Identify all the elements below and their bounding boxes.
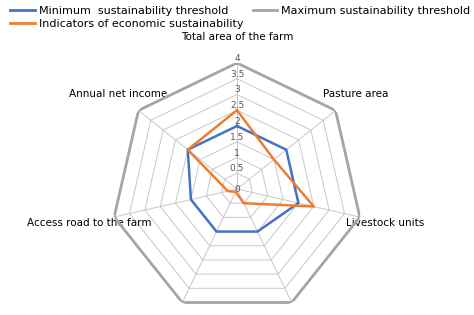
Text: 2.5: 2.5 — [230, 101, 244, 110]
Text: 0.5: 0.5 — [230, 164, 244, 173]
Text: 3.5: 3.5 — [230, 70, 244, 79]
Text: 1: 1 — [234, 148, 240, 158]
Text: 0: 0 — [234, 185, 240, 193]
Text: 2: 2 — [234, 117, 240, 126]
Text: 1.5: 1.5 — [230, 133, 244, 142]
Text: 3: 3 — [234, 85, 240, 94]
Text: 4: 4 — [234, 54, 240, 63]
Legend: Minimum  sustainability threshold, Indicators of economic sustainability, Maximu: Minimum sustainability threshold, Indica… — [10, 6, 471, 29]
